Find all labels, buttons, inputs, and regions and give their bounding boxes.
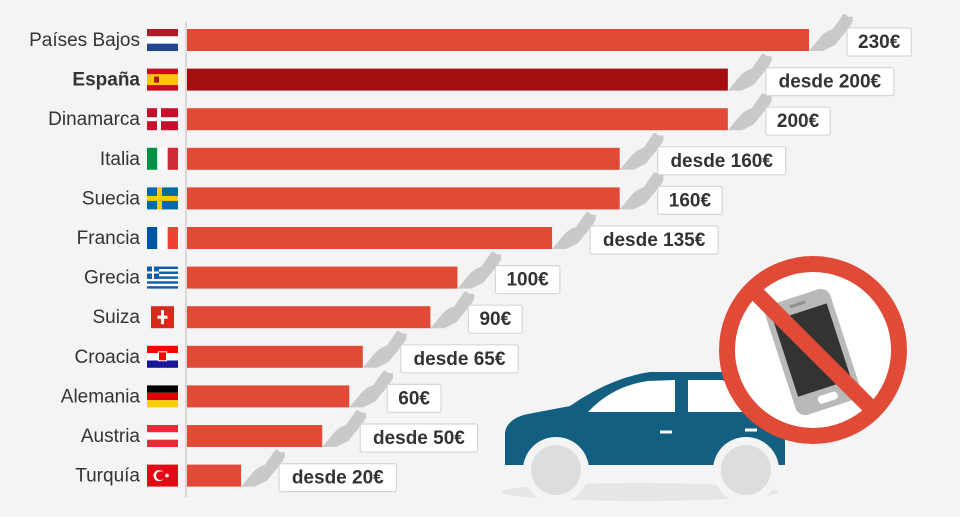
hand-phone-icon [619,132,664,170]
value-label: desde 65€ [414,349,506,370]
croatia-flag-icon [147,345,178,368]
value-label-box [467,304,523,334]
prohibition-sign-icon [719,256,907,444]
category-label: Italia [100,149,141,170]
value-label: desde 160€ [670,151,773,172]
germany-flag-icon [147,385,178,408]
value-label: 60€ [398,388,430,409]
hand-phone-icon [619,172,664,210]
category-label: Austria [81,426,141,447]
value-label-box [657,146,787,176]
value-label-box [400,344,519,374]
hand-phone-icon [349,370,394,408]
hand-phone-icon [322,410,367,447]
value-label: desde 135€ [603,230,706,251]
value-label-box [765,66,895,97]
netherlands-flag-icon [147,29,178,51]
hand-phone-icon [552,212,597,249]
spain-flag-icon [147,68,178,91]
sweden-flag-icon [147,187,178,210]
bar [187,187,620,210]
category-label: Grecia [84,268,140,289]
value-label-box [765,106,831,136]
value-label: desde 20€ [292,468,384,489]
austria-flag-icon [147,425,178,447]
value-label: desde 50€ [373,428,465,449]
value-label-box [589,225,719,255]
bar [187,29,809,51]
hand-phone-icon [430,291,475,329]
category-label: España [72,70,140,91]
hand-phone-icon [362,330,407,368]
switzerland-flag-icon [151,306,174,329]
turkey-flag-icon [147,464,178,487]
category-label: Turquía [75,466,140,487]
bar [187,464,242,487]
bar [187,227,553,249]
bar [187,306,431,329]
value-label: 160€ [669,190,712,211]
bar [187,68,728,91]
bar [187,147,620,170]
bar [187,425,323,447]
value-label: 230€ [858,32,901,53]
bar [187,385,350,408]
category-label: Alemania [61,386,141,407]
hand-phone-icon [241,449,286,487]
category-label: Francia [77,228,141,249]
greece-flag-icon [147,266,178,289]
value-label-box [359,423,479,453]
hand-phone-icon [727,93,772,131]
france-flag-icon [147,227,178,249]
italy-flag-icon [147,147,178,170]
value-label: 90€ [479,309,511,330]
denmark-flag-icon [147,108,178,131]
hand-phone-icon [809,14,853,52]
value-label-box [494,265,561,295]
value-label-box [278,463,398,493]
value-label-box [657,185,723,215]
bar [187,108,728,131]
hand-phone-icon [727,53,772,91]
category-label: Dinamarca [48,109,140,130]
category-label: Suiza [92,307,140,328]
bar [187,266,458,289]
category-label: Croacia [75,347,141,368]
bar [187,345,363,368]
category-label: Países Bajos [29,30,140,51]
value-label-box [386,383,442,413]
value-label: desde 200€ [779,72,882,93]
value-label-box [846,27,913,57]
category-label: Suecia [82,188,141,209]
hand-phone-icon [457,251,502,289]
value-label: 100€ [506,270,549,291]
value-label: 200€ [777,111,820,132]
